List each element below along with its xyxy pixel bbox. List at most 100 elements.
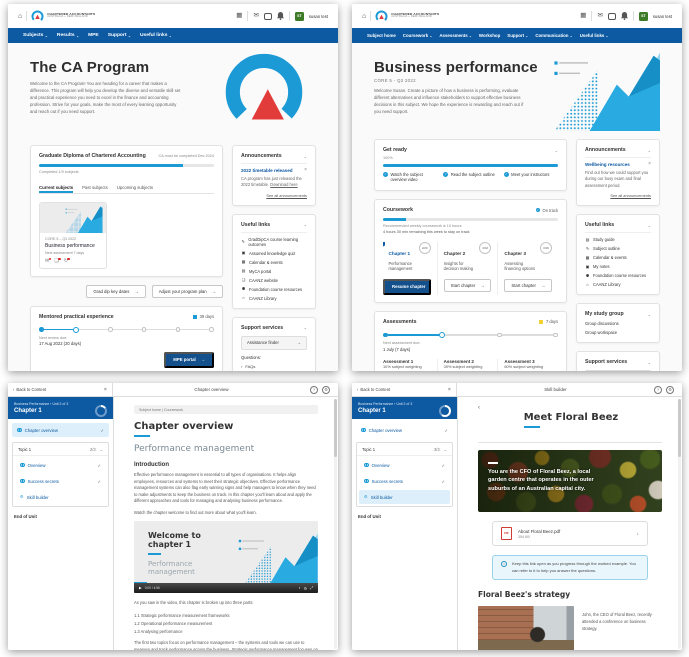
chapter-title[interactable]: Chapter 1 bbox=[388, 250, 411, 256]
chevron-down-icon[interactable]: ⌄ bbox=[647, 222, 651, 228]
nav-useful-links[interactable]: Useful links ⌄ bbox=[139, 33, 172, 38]
avatar[interactable]: ST bbox=[294, 11, 304, 21]
sidebar-item-chapter-overview[interactable]: Chapter overview ✓ bbox=[12, 423, 109, 437]
assistance-finder-button[interactable]: Assistance finder→ bbox=[585, 370, 651, 371]
close-icon[interactable]: × bbox=[103, 386, 107, 393]
nav-communication[interactable]: Communication ⌄ bbox=[535, 33, 573, 38]
avatar[interactable]: ST bbox=[638, 11, 648, 21]
chapter-title[interactable]: Chapter 3 bbox=[504, 250, 526, 256]
list-item[interactable]: ▣ Assumed knowledge quiz bbox=[241, 250, 296, 256]
list-item[interactable]: ▦ Calendar & events bbox=[241, 259, 283, 265]
resume-chapter-button[interactable]: Resume chapter → bbox=[383, 278, 435, 295]
sidebar-item-success-secrets[interactable]: Success secrets ✓ bbox=[15, 474, 106, 488]
user-name[interactable]: susan test bbox=[308, 13, 328, 19]
nav-workshop[interactable]: Workshop bbox=[478, 33, 501, 38]
bell-icon[interactable] bbox=[620, 12, 628, 20]
breadcrumb[interactable]: Business Performance › Unit 2 of 3 bbox=[14, 402, 69, 406]
close-icon[interactable]: × bbox=[304, 167, 307, 173]
volume-icon[interactable]: ◖ bbox=[298, 585, 301, 590]
sidebar-item-skill-builder[interactable]: ⚙ Skill builder bbox=[20, 493, 49, 500]
list-item[interactable]: ▤ MyCA portal bbox=[241, 268, 272, 274]
nav-useful-links[interactable]: Useful links ⌄ bbox=[579, 33, 609, 38]
announcement-link[interactable]: Wellbeing resources bbox=[585, 162, 630, 167]
tab-current-subjects[interactable]: Current subjects bbox=[39, 183, 73, 193]
fullscreen-icon[interactable]: ⤢ bbox=[309, 585, 313, 590]
assistance-finder-button[interactable]: Assistance finder→ bbox=[241, 335, 307, 350]
bell-icon[interactable] bbox=[276, 12, 284, 20]
nav-support[interactable]: Support ⌄ bbox=[107, 33, 131, 38]
nav-subjects[interactable]: Subjects ⌄ bbox=[23, 33, 48, 38]
chevron-down-icon[interactable]: ⌄ bbox=[303, 222, 307, 228]
sidebar-item-overview[interactable]: Overview ✓ bbox=[359, 458, 450, 472]
list-item[interactable]: Group workspace bbox=[585, 330, 618, 336]
chat-icon[interactable] bbox=[607, 12, 616, 20]
see-all-announcements-link[interactable]: See all announcements bbox=[266, 192, 307, 198]
nav-support[interactable]: Support ⌄ bbox=[507, 33, 529, 38]
help-icon[interactable]: ? bbox=[654, 385, 662, 394]
caanz-logo[interactable]: CHARTERED ACCOUNTANTS AUSTRALIA + NEW ZEA… bbox=[375, 10, 439, 23]
chevron-down-icon[interactable]: ⌄ bbox=[99, 446, 103, 452]
download-icon[interactable]: ↓ bbox=[636, 530, 640, 537]
list-item[interactable]: ✎ GradDipCA course learning outcomes bbox=[241, 236, 299, 247]
tab-past-subjects[interactable]: Past subjects bbox=[82, 184, 108, 190]
discussions-icon[interactable]: ❏ bbox=[54, 257, 61, 264]
grad-dip-key-dates-button[interactable]: Grad dip key dates → bbox=[86, 284, 146, 298]
pdf-attachment[interactable]: PDF About Floral Beez.pdf 354 KB ↓ bbox=[492, 521, 648, 547]
sidebar-item-chapter-overview[interactable]: Chapter overview ✓ bbox=[356, 423, 453, 437]
get-ready-step[interactable]: ✓ Meet your instructors bbox=[503, 171, 550, 177]
back-to-content-link[interactable]: ‹ Back to Content bbox=[357, 387, 391, 392]
settings-icon[interactable]: ⚙ bbox=[303, 586, 307, 591]
list-item[interactable]: ▤ Study guide bbox=[585, 236, 615, 243]
chevron-down-icon[interactable]: ⌄ bbox=[647, 311, 651, 317]
updates-icon[interactable]: ↻ bbox=[63, 257, 70, 264]
list-item[interactable]: ✎ Subject outline bbox=[585, 245, 620, 252]
breadcrumb[interactable]: Business Performance › Unit 2 of 3 bbox=[358, 402, 413, 406]
start-chapter-button[interactable]: Start chapter → bbox=[443, 278, 492, 292]
video-controls[interactable]: ▶ 0:00 / 4:56 ◖ ⚙ ⤢ bbox=[134, 582, 318, 594]
mail-icon[interactable]: ✉ bbox=[253, 11, 259, 19]
chevron-down-icon[interactable]: ⌄ bbox=[303, 153, 307, 159]
list-item[interactable]: ❑ CAANZ website bbox=[241, 277, 278, 283]
home-icon[interactable]: ⌂ bbox=[18, 12, 23, 20]
get-ready-step[interactable]: ✓ Read the subject outline bbox=[443, 171, 495, 177]
caanz-logo[interactable]: CHARTERED ACCOUNTANTS AUSTRALIA + NEW ZEA… bbox=[31, 10, 95, 23]
close-icon[interactable]: × bbox=[447, 386, 451, 393]
home-icon[interactable]: ⌂ bbox=[362, 12, 367, 20]
back-to-content-link[interactable]: ‹ Back to Content bbox=[13, 387, 47, 392]
list-item[interactable]: › FAQs bbox=[241, 364, 256, 370]
list-item[interactable]: ⚉ Foundation course resources bbox=[585, 272, 647, 279]
chevron-down-icon[interactable]: ⌄ bbox=[647, 359, 651, 365]
chevron-down-icon[interactable]: ⌄ bbox=[647, 147, 651, 153]
subject-name[interactable]: Business performance bbox=[45, 242, 95, 249]
chevron-down-icon[interactable]: ⌄ bbox=[554, 147, 558, 153]
list-item[interactable]: ⌂ CAANZ Library bbox=[242, 295, 277, 301]
list-item[interactable]: Group discussions bbox=[585, 321, 619, 327]
nav-assessments[interactable]: Assessments ⌄ bbox=[439, 33, 472, 38]
download-link[interactable]: Download here bbox=[270, 182, 298, 188]
chapter-title[interactable]: Chapter 2 bbox=[443, 250, 466, 256]
user-name[interactable]: susan test bbox=[652, 13, 672, 19]
chat-icon[interactable] bbox=[263, 12, 272, 20]
list-item[interactable]: ⌂ CAANZ Library bbox=[586, 281, 621, 288]
settings-icon[interactable]: ⚙ bbox=[322, 385, 330, 394]
list-item[interactable]: ▦ Calendar & events bbox=[585, 254, 627, 261]
sidebar-item-overview[interactable]: Overview ✓ bbox=[15, 458, 106, 472]
topic-label[interactable]: Topic 1 bbox=[18, 446, 31, 452]
video-player[interactable]: Welcome to chapter 1 Performance managem… bbox=[134, 521, 318, 594]
start-chapter-button[interactable]: Start chapter → bbox=[504, 278, 553, 292]
app-switcher-icon[interactable]: ▦ bbox=[236, 11, 243, 19]
announcement-link[interactable]: 2022 timetable released bbox=[241, 168, 293, 173]
tab-upcoming-subjects[interactable]: Upcoming subjects bbox=[116, 184, 154, 190]
play-icon[interactable]: ▶ bbox=[139, 586, 142, 591]
mpe-portal-button[interactable]: MPE portal → bbox=[164, 351, 214, 368]
subject-tile[interactable]: CORE 5 – Q3 2022 Business performance Ne… bbox=[39, 201, 107, 269]
nav-coursework[interactable]: Coursework ⌄ bbox=[402, 33, 433, 38]
app-switcher-icon[interactable]: ▦ bbox=[580, 11, 587, 19]
close-icon[interactable]: × bbox=[648, 161, 651, 167]
alerts-icon[interactable]: ✉ bbox=[45, 257, 52, 264]
nav-results[interactable]: Results ⌄ bbox=[56, 33, 80, 38]
list-item[interactable]: ⚉ Foundation course resources bbox=[241, 286, 303, 292]
nav-mpe[interactable]: MPE bbox=[88, 33, 99, 38]
chevron-down-icon[interactable]: ⌄ bbox=[443, 446, 447, 452]
scrollbar[interactable] bbox=[334, 399, 337, 649]
